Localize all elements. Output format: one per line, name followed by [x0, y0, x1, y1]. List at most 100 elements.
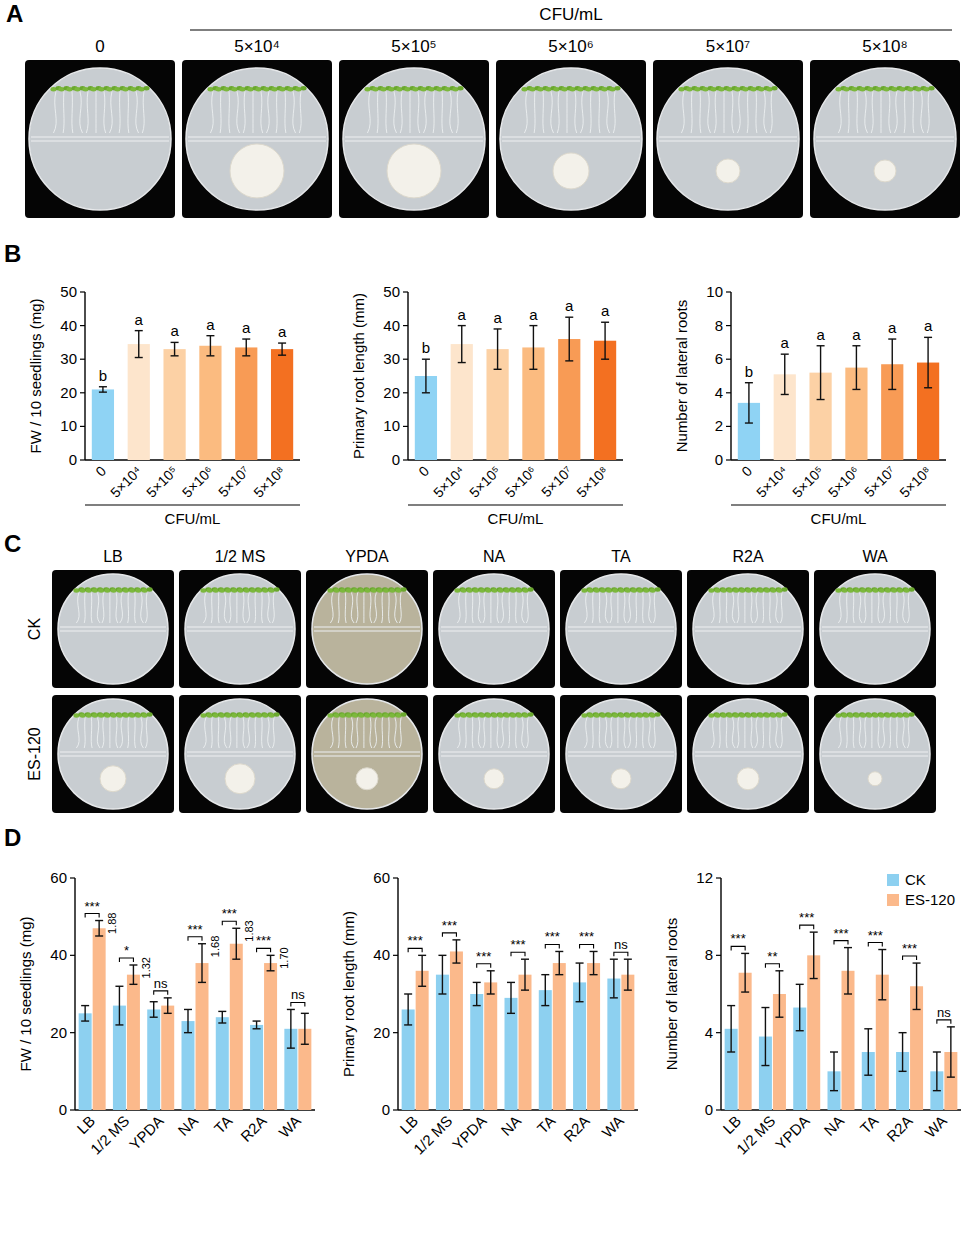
- root: [338, 593, 340, 624]
- divider: [314, 630, 420, 631]
- ratio-label: 1.70: [278, 947, 290, 968]
- y-tick: [80, 359, 85, 360]
- photo-background: [25, 60, 175, 218]
- root: [580, 91, 583, 133]
- error-cap: [775, 1017, 783, 1018]
- root: [524, 91, 527, 133]
- root: [769, 718, 771, 749]
- bar: [93, 928, 106, 1110]
- error-stem: [510, 982, 511, 1013]
- y-tick: [726, 359, 731, 360]
- x-axis: [75, 1109, 315, 1110]
- error-bar: [775, 971, 783, 1017]
- root: [450, 91, 453, 133]
- dish-label: 5×10⁸: [862, 37, 907, 56]
- divider: [441, 751, 547, 752]
- root: [534, 91, 536, 133]
- root: [374, 718, 377, 749]
- error-stem: [281, 343, 282, 355]
- x-tick-label: 5×10⁷: [538, 463, 575, 500]
- leaf: [458, 86, 464, 90]
- significance-bracket: [408, 948, 422, 952]
- column-label: 1/2 MS: [215, 548, 266, 565]
- error-cap: [727, 1051, 735, 1052]
- root: [351, 718, 354, 749]
- error-stem: [407, 994, 408, 1025]
- root: [229, 718, 231, 749]
- root: [723, 91, 724, 133]
- error-bar: [115, 986, 123, 1025]
- root: [889, 91, 891, 133]
- error-bar: [745, 383, 753, 423]
- y-tick: [726, 392, 731, 393]
- error-cap: [624, 989, 632, 990]
- root: [737, 593, 739, 624]
- error-cap: [487, 970, 495, 971]
- x-tick-label: YPDA: [126, 1112, 167, 1153]
- y-axis: [730, 292, 731, 460]
- root: [628, 593, 631, 624]
- error-cap: [521, 959, 529, 960]
- root: [853, 718, 855, 749]
- root: [598, 91, 600, 133]
- root: [653, 593, 655, 624]
- divider: [187, 626, 293, 627]
- root: [617, 718, 618, 749]
- error-stem: [579, 963, 580, 1002]
- root: [744, 593, 745, 624]
- root: [838, 718, 841, 749]
- root: [490, 593, 491, 624]
- error-cap: [576, 962, 584, 963]
- y-tick: [726, 426, 731, 427]
- root: [610, 593, 612, 624]
- error-cap: [610, 959, 618, 960]
- error-bar: [529, 326, 537, 370]
- root: [912, 91, 914, 133]
- root: [210, 91, 213, 133]
- x-tick-label: LB: [719, 1112, 744, 1137]
- bar: [607, 979, 620, 1110]
- y-axis-title: Primary root length (mm): [340, 911, 357, 1077]
- error-cap: [844, 993, 852, 994]
- x-tick-label: 5×10⁶: [502, 463, 540, 501]
- x-tick-label: LB: [73, 1112, 98, 1137]
- x-group-line: [408, 504, 623, 505]
- root: [345, 593, 347, 624]
- y-tick: [726, 325, 731, 326]
- divider: [187, 630, 293, 631]
- error-stem: [421, 955, 422, 986]
- root: [878, 718, 880, 749]
- root: [218, 593, 220, 624]
- dish-label: 5×10⁴: [234, 37, 280, 56]
- root: [711, 593, 714, 624]
- y-tick: [70, 1032, 75, 1033]
- significance-letter: a: [888, 319, 897, 336]
- x-tick-label: TA: [534, 1112, 559, 1137]
- bar: [573, 982, 586, 1110]
- y-tick: [716, 877, 721, 878]
- error-cap: [555, 974, 563, 975]
- x-tick-label: YPDA: [449, 1112, 490, 1153]
- error-cap: [878, 949, 886, 950]
- root: [399, 718, 401, 749]
- root: [617, 593, 618, 624]
- bar: [128, 344, 150, 460]
- root: [299, 91, 301, 133]
- x-axis-title: CFU/mL: [811, 510, 867, 527]
- x-axis: [408, 459, 623, 460]
- error-cap: [601, 322, 609, 323]
- root: [904, 91, 906, 133]
- error-cap: [129, 984, 137, 985]
- bar: [163, 349, 185, 460]
- error-bar: [473, 982, 481, 1005]
- root: [490, 718, 491, 749]
- leaf: [528, 712, 534, 716]
- error-stem: [902, 1033, 903, 1072]
- error-bar: [438, 955, 446, 994]
- error-cap: [198, 943, 206, 944]
- error-cap: [817, 345, 825, 346]
- error-cap: [452, 962, 460, 963]
- root: [71, 91, 73, 133]
- root: [127, 718, 129, 749]
- root: [878, 593, 880, 624]
